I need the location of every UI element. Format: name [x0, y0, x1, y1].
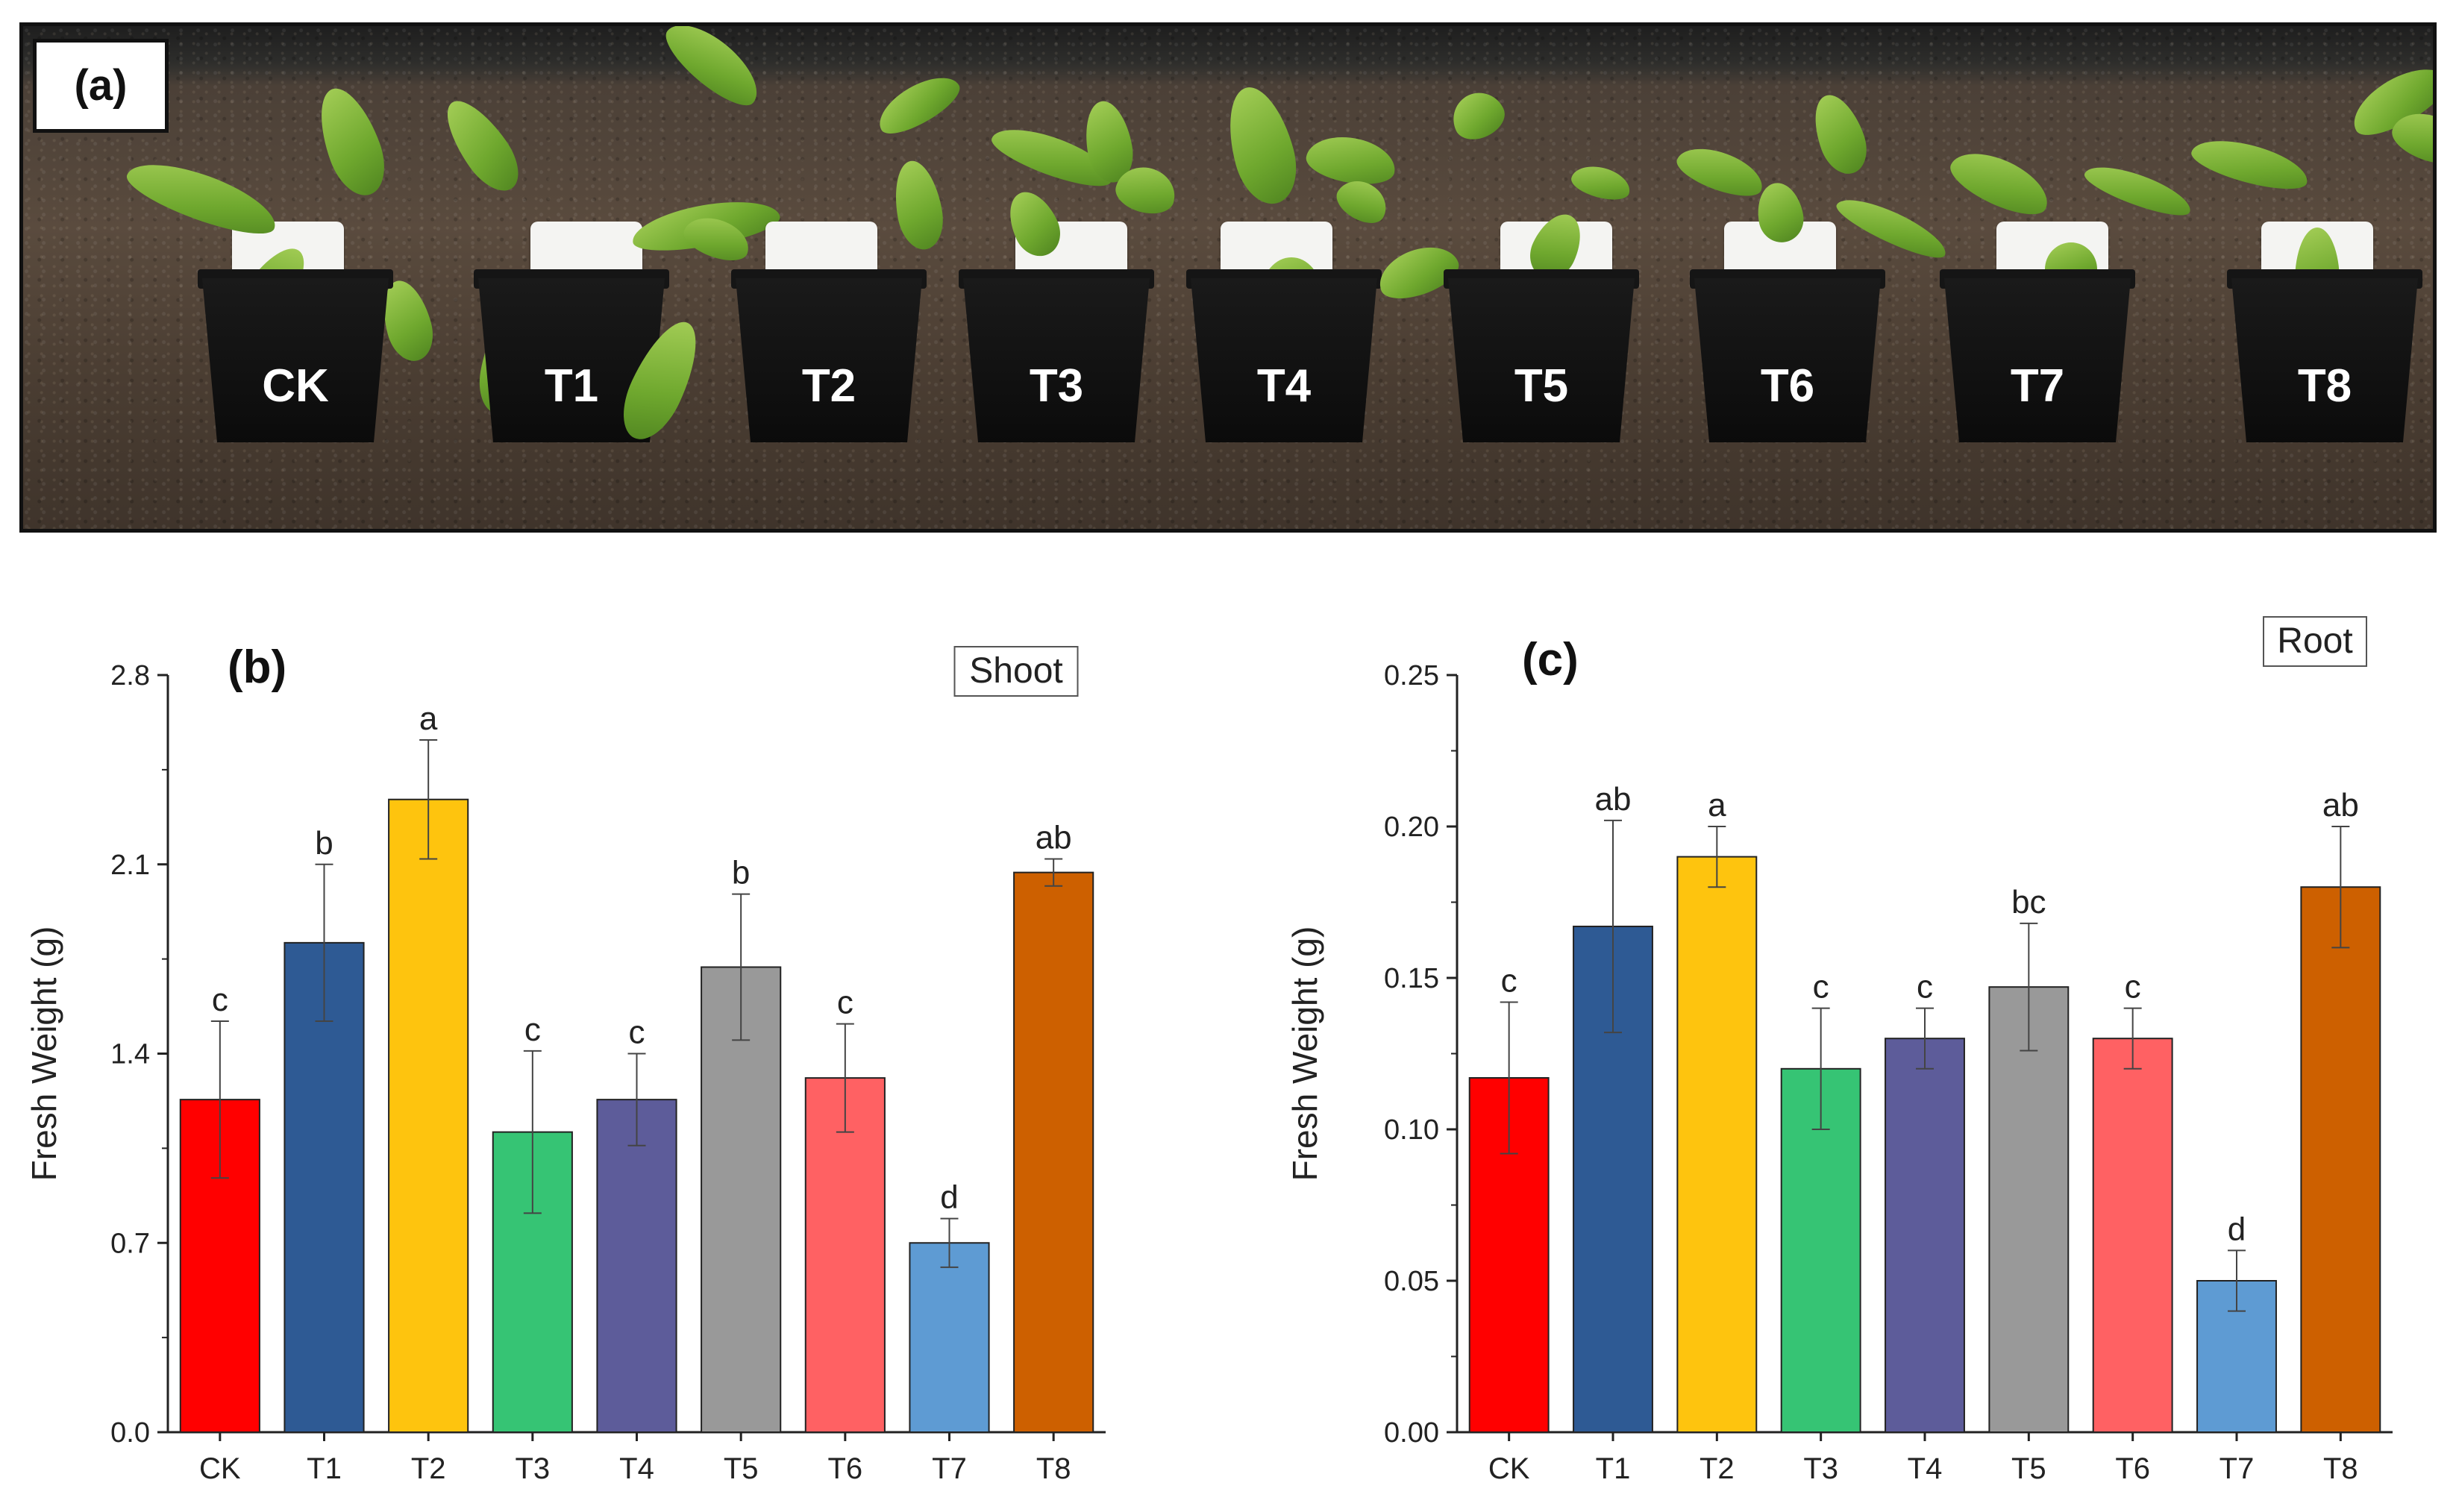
y-tick-label: 2.8 [110, 660, 150, 691]
pot-label: T1 [544, 360, 599, 412]
plant-pot [1191, 278, 1377, 442]
significance-label: ab [1036, 820, 1072, 856]
bar-t4 [1885, 1038, 1965, 1433]
bar-t6 [804, 1077, 886, 1433]
chart-title-box [953, 646, 1079, 697]
bar-t4 [596, 1099, 677, 1433]
significance-label: c [524, 1011, 541, 1048]
x-tick-label: T5 [724, 1452, 759, 1485]
x-tick-label: T8 [2323, 1452, 2358, 1485]
bar-t8 [1013, 871, 1094, 1433]
panel-a-label: (a) [33, 39, 169, 133]
bar-t1 [1573, 925, 1653, 1433]
y-tick-label: 0.20 [1384, 812, 1439, 843]
x-tick-label: CK [1488, 1452, 1530, 1485]
plant-photo: CK T1 T2 T3 T4 T5 T6 T7 T8 [19, 22, 2437, 533]
chart-title: Root [2277, 621, 2352, 661]
bar-ck [179, 1099, 260, 1433]
shoot-chart: 0.0 0.7 1.4 2.1 2.8 Fresh Weight (g) c CK b T1 a T2… [25, 641, 1106, 1485]
bar-t2 [388, 798, 469, 1433]
plant-tag [765, 222, 877, 278]
significance-label: a [1708, 787, 1726, 824]
x-tick-label: T5 [2011, 1452, 2046, 1485]
significance-label: c [212, 982, 228, 1018]
y-tick-label: 0.0 [110, 1417, 150, 1449]
x-tick-label: T6 [827, 1452, 862, 1485]
plant-pot [963, 278, 1150, 442]
y-tick-label: 0.05 [1384, 1266, 1439, 1297]
pot-label: T3 [1029, 360, 1084, 412]
x-tick-label: T1 [1596, 1452, 1631, 1485]
x-tick-label: T3 [515, 1452, 550, 1485]
bar-t7 [2196, 1280, 2277, 1433]
plant-pot [736, 278, 922, 442]
greenhouse-fabric [23, 26, 2433, 86]
significance-label: d [2228, 1211, 2246, 1247]
pot-label: T8 [2297, 360, 2352, 412]
significance-label: ab [2322, 787, 2359, 824]
pot-label: T2 [801, 360, 856, 412]
x-tick-label: T4 [1908, 1452, 1943, 1485]
y-tick-label: 1.4 [110, 1039, 150, 1070]
significance-label: c [629, 1014, 645, 1051]
plant-pot [1694, 278, 1881, 442]
pot-label: T5 [1514, 360, 1569, 412]
y-axis-label: Fresh Weight (g) [25, 926, 63, 1182]
bar-t5 [1988, 986, 2070, 1434]
bar-t1 [283, 941, 365, 1433]
y-tick-label: 0.25 [1384, 660, 1439, 691]
plant-pot [1944, 278, 2131, 442]
significance-label: a [419, 700, 438, 737]
x-tick-label: T2 [1700, 1452, 1735, 1485]
plant-pot [1448, 278, 1635, 442]
pot-label: T6 [1760, 360, 1815, 412]
significance-label: c [1917, 969, 1933, 1006]
x-tick-label: T7 [932, 1452, 967, 1485]
y-tick-label: 0.10 [1384, 1114, 1439, 1146]
significance-label: c [2125, 969, 2141, 1006]
y-tick-label: 0.00 [1384, 1417, 1439, 1449]
y-tick-label: 2.1 [110, 850, 150, 881]
bar-t3 [492, 1131, 573, 1433]
x-tick-label: T4 [619, 1452, 654, 1485]
significance-label: c [1813, 969, 1829, 1006]
x-tick-label: T6 [2115, 1452, 2150, 1485]
bar-t5 [701, 966, 782, 1433]
root-chart: 0.00 0.05 0.10 0.15 0.20 0.25 Fresh Weight (g)… [1285, 616, 2393, 1485]
plant-pot [2231, 278, 2418, 442]
chart-title: Shoot [969, 651, 1062, 691]
plant-pot [202, 278, 389, 442]
bar-t6 [2092, 1038, 2173, 1433]
panel-label: (b) [228, 641, 286, 693]
significance-label: bc [2011, 884, 2046, 920]
pot-label: CK [262, 360, 329, 412]
bar-t7 [909, 1242, 990, 1433]
y-tick-label: 0.7 [110, 1228, 150, 1259]
significance-label: d [940, 1179, 958, 1216]
significance-label: c [1501, 962, 1517, 999]
x-tick-label: T1 [307, 1452, 342, 1485]
plant-tag [530, 222, 642, 278]
pot-label: T7 [2010, 360, 2065, 412]
x-tick-label: T2 [411, 1452, 446, 1485]
panel-label: (c) [1522, 634, 1579, 686]
x-tick-label: CK [199, 1452, 241, 1485]
x-tick-label: T3 [1803, 1452, 1838, 1485]
chart-title-box [2263, 616, 2367, 667]
bar-t2 [1676, 856, 1758, 1433]
x-tick-label: T7 [2220, 1452, 2255, 1485]
significance-label: c [837, 985, 853, 1021]
y-tick-label: 0.15 [1384, 963, 1439, 994]
bar-t8 [2300, 886, 2381, 1433]
significance-label: b [315, 825, 333, 862]
significance-label: ab [1595, 781, 1632, 818]
pot-label: T4 [1256, 360, 1312, 412]
bar-t3 [1780, 1067, 1861, 1434]
bar-ck [1468, 1076, 1550, 1433]
y-axis-label: Fresh Weight (g) [1285, 926, 1324, 1182]
significance-label: b [732, 855, 750, 891]
x-tick-label: T8 [1036, 1452, 1071, 1485]
